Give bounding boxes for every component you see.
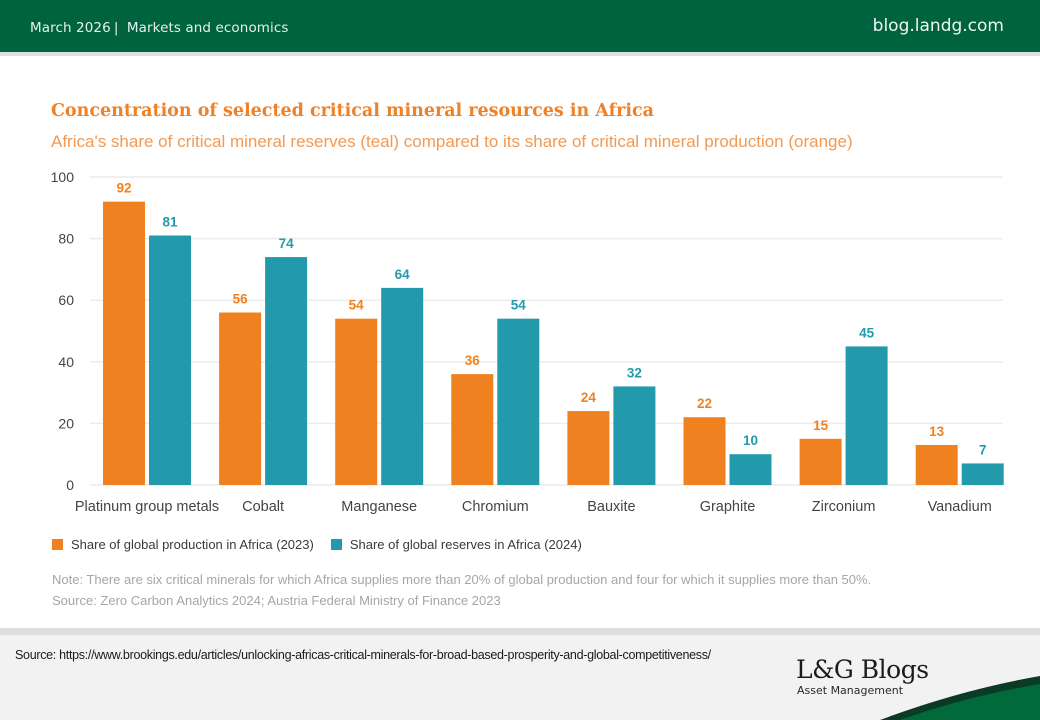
data-label: 81: [162, 215, 178, 230]
x-tick-label: Cobalt: [242, 499, 284, 515]
bar-reserves: [961, 463, 1004, 485]
data-label: 64: [395, 267, 411, 282]
x-tick-label: Bauxite: [587, 499, 635, 515]
data-label: 22: [697, 396, 712, 411]
bar-reserves: [497, 318, 540, 485]
footer-source-link[interactable]: Source: https://www.brookings.edu/articl…: [15, 648, 711, 662]
lg-blogs-logo[interactable]: L&G Blogs Asset Management: [796, 655, 929, 698]
header-meta: March 2026 | Markets and economics: [30, 20, 289, 36]
legend-item-production: Share of global production in Africa (20…: [52, 537, 314, 552]
data-label: 54: [349, 298, 365, 313]
data-label: 10: [743, 433, 758, 448]
y-tick-label: 60: [58, 292, 74, 308]
chart-subtitle: Africa's share of critical mineral reser…: [51, 132, 853, 151]
top-banner: March 2026 | Markets and economics blog.l…: [0, 0, 1040, 52]
legend-swatch-production: [52, 539, 63, 550]
data-label: 36: [465, 353, 481, 368]
x-tick-label: Graphite: [700, 499, 756, 515]
bar-production: [683, 417, 726, 485]
bar-reserves: [613, 386, 656, 485]
x-tick-label: Zirconium: [812, 499, 876, 515]
legend-label-production: Share of global production in Africa (20…: [71, 537, 314, 552]
chart-note: Note: There are six critical minerals fo…: [52, 572, 872, 587]
bar-production: [451, 374, 494, 485]
chart-title: Concentration of selected critical miner…: [51, 101, 654, 121]
legend-item-reserves: Share of global reserves in Africa (2024…: [330, 537, 582, 552]
legend-swatch-reserves: [330, 539, 342, 550]
data-label: 56: [233, 292, 249, 307]
header-separator: |: [113, 20, 119, 36]
data-label: 7: [979, 442, 987, 457]
data-label: 74: [279, 236, 295, 251]
bar-reserves: [729, 454, 772, 485]
bar-production: [219, 312, 262, 485]
logo-tagline: Asset Management: [797, 684, 904, 697]
y-tick-label: 80: [58, 231, 74, 247]
y-tick-label: 20: [58, 415, 74, 431]
y-tick-label: 100: [51, 169, 75, 185]
data-label: 15: [813, 418, 829, 433]
bar-production: [103, 201, 145, 485]
bar-reserves: [845, 346, 888, 485]
x-tick-label: Vanadium: [928, 499, 992, 515]
site-link[interactable]: blog.landg.com: [872, 16, 1004, 36]
y-tick-label: 0: [66, 477, 74, 493]
bar-reserves: [149, 235, 191, 485]
data-label: 45: [859, 325, 875, 340]
y-tick-label: 40: [58, 354, 74, 370]
logo-brand: L&G Blogs: [796, 655, 929, 684]
data-label: 24: [581, 390, 597, 405]
bar-production: [567, 411, 610, 485]
bar-production: [799, 438, 842, 485]
header-divider: [0, 52, 1040, 56]
bar-production: [915, 444, 958, 485]
header-date: March 2026: [30, 20, 111, 36]
header-category[interactable]: Markets and economics: [126, 20, 289, 36]
data-label: 13: [929, 424, 945, 439]
x-tick-label: Chromium: [462, 499, 529, 515]
legend-label-reserves: Share of global reserves in Africa (2024…: [349, 537, 582, 552]
data-label: 32: [627, 365, 642, 380]
bar-production: [335, 318, 378, 485]
x-tick-label: Platinum group metals: [75, 499, 219, 515]
chart-legend: Share of global production in Africa (20…: [52, 537, 599, 552]
x-tick-label: Manganese: [341, 499, 417, 515]
data-label: 54: [511, 298, 527, 313]
data-label: 92: [116, 181, 131, 196]
bar-reserves: [265, 257, 308, 485]
footer-divider: [0, 628, 1040, 635]
chart-source: Source: Zero Carbon Analytics 2024; Aust…: [52, 593, 501, 608]
bar-reserves: [381, 287, 424, 485]
